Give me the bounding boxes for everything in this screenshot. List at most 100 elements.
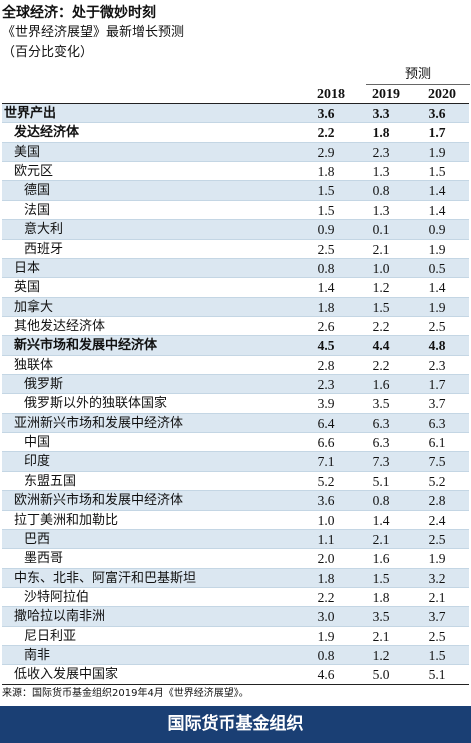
table-row: 墨西哥 2.0 1.6 1.9 — [2, 549, 469, 569]
cell-2020: 2.8 — [428, 493, 446, 509]
cell-2018: 7.1 — [317, 454, 335, 470]
cell-2018: 4.6 — [317, 667, 335, 683]
cell-2019: 2.2 — [372, 318, 390, 334]
cell-2018: 0.9 — [317, 222, 335, 238]
cell-2018: 1.8 — [317, 164, 335, 180]
cell-2018: 6.4 — [317, 415, 335, 431]
cell-2019: 1.5 — [372, 299, 390, 315]
table-row: 印度 7.1 7.3 7.5 — [2, 452, 469, 472]
row-label: 其他发达经济体 — [14, 318, 106, 334]
row-label: 独联体 — [14, 357, 54, 373]
cell-2020: 2.5 — [428, 318, 446, 334]
cell-2020: 1.4 — [428, 183, 446, 199]
table-row: 亚洲新兴市场和发展中经济体 6.4 6.3 6.3 — [2, 413, 469, 434]
row-label: 墨西哥 — [24, 551, 64, 567]
cell-2019: 2.3 — [372, 144, 390, 160]
row-label: 加拿大 — [14, 299, 54, 315]
forecast-divider — [366, 84, 470, 85]
cell-2018: 0.8 — [317, 648, 335, 664]
cell-2019: 3.3 — [372, 106, 390, 121]
cell-2018: 1.1 — [317, 531, 335, 547]
row-label: 西班牙 — [24, 241, 64, 257]
cell-2020: 1.4 — [428, 202, 446, 218]
row-label: 日本 — [14, 260, 41, 276]
table-header: 全球经济：处于微妙时刻 《世界经济展望》最新增长预测 （百分比变化） — [2, 3, 468, 63]
cell-2020: 1.7 — [428, 377, 446, 393]
cell-2018: 2.0 — [317, 551, 335, 567]
source-note: 来源：国际货币基金组织2019年4月《世界经济展望》。 — [2, 688, 249, 699]
cell-2020: 1.9 — [428, 144, 446, 160]
row-label: 俄罗斯以外的独联体国家 — [24, 396, 168, 412]
cell-2020: 2.3 — [428, 357, 446, 373]
table-bottom-rule — [2, 684, 469, 685]
row-label: 德国 — [24, 183, 51, 199]
cell-2018: 2.2 — [317, 125, 335, 141]
cell-2019: 1.8 — [372, 125, 390, 141]
row-label: 世界产出 — [4, 106, 57, 121]
cell-2019: 0.1 — [372, 222, 390, 238]
table-row: 巴西 1.1 2.1 2.5 — [2, 529, 469, 550]
cell-2019: 1.4 — [372, 512, 390, 528]
cell-2020: 4.8 — [428, 338, 446, 354]
cell-2020: 3.2 — [428, 570, 446, 586]
row-label: 拉丁美洲和加勒比 — [14, 512, 119, 528]
cell-2020: 2.5 — [428, 531, 446, 547]
cell-2018: 2.3 — [317, 377, 335, 393]
cell-2019: 1.2 — [372, 280, 390, 296]
unit-label: （百分比变化） — [2, 45, 94, 60]
table-row: 西班牙 2.5 2.1 1.9 — [2, 240, 469, 259]
cell-2019: 3.5 — [372, 609, 390, 625]
cell-2019: 2.1 — [372, 241, 390, 257]
table-top-rule — [2, 103, 469, 104]
table-row: 日本 0.8 1.0 0.5 — [2, 258, 469, 279]
table-row: 欧洲新兴市场和发展中经济体 3.6 0.8 2.8 — [2, 491, 469, 511]
cell-2019: 1.6 — [372, 551, 390, 567]
cell-2018: 3.6 — [317, 106, 335, 121]
column-headers: 预测 2018 2019 2020 — [0, 65, 471, 105]
row-label: 欧洲新兴市场和发展中经济体 — [14, 493, 184, 509]
row-label: 南非 — [24, 648, 51, 664]
cell-2019: 6.3 — [372, 415, 390, 431]
cell-2019: 2.1 — [372, 628, 390, 644]
row-label: 撒哈拉以南非洲 — [14, 609, 106, 625]
cell-2019: 2.1 — [372, 531, 390, 547]
cell-2018: 1.8 — [317, 570, 335, 586]
cell-2019: 6.3 — [372, 435, 390, 451]
org-name: 国际货币基金组织 — [167, 714, 304, 734]
cell-2018: 1.0 — [317, 512, 335, 528]
table-row: 拉丁美洲和加勒比 1.0 1.4 2.4 — [2, 511, 469, 530]
table-row: 俄罗斯 2.3 1.6 1.7 — [2, 375, 469, 395]
row-label: 英国 — [14, 280, 41, 296]
cell-2018: 3.6 — [317, 493, 335, 509]
cell-2018: 6.6 — [317, 435, 335, 451]
table-row: 德国 1.5 0.8 1.4 — [2, 181, 469, 201]
table-row: 沙特阿拉伯 2.2 1.8 2.1 — [2, 588, 469, 608]
page-title: 全球经济：处于微妙时刻 — [2, 5, 156, 21]
table-row: 低收入发展中国家 4.6 5.0 5.1 — [2, 665, 469, 685]
cell-2019: 2.2 — [372, 357, 390, 373]
cell-2020: 1.5 — [428, 648, 446, 664]
cell-2018: 0.8 — [317, 260, 335, 276]
cell-2020: 6.3 — [428, 415, 446, 431]
table-row: 意大利 0.9 0.1 0.9 — [2, 220, 469, 240]
cell-2020: 2.5 — [428, 628, 446, 644]
row-label: 印度 — [24, 454, 51, 470]
cell-2019: 1.6 — [372, 377, 390, 393]
row-label: 尼日利亚 — [24, 628, 77, 644]
cell-2019: 1.3 — [372, 164, 390, 180]
cell-2020: 1.9 — [428, 241, 446, 257]
table-row: 其他发达经济体 2.6 2.2 2.5 — [2, 317, 469, 337]
table-row: 法国 1.5 1.3 1.4 — [2, 201, 469, 221]
row-label: 新兴市场和发展中经济体 — [14, 338, 158, 354]
table-row: 加拿大 1.8 1.5 1.9 — [2, 297, 469, 317]
table-row: 新兴市场和发展中经济体 4.5 4.4 4.8 — [2, 336, 469, 356]
cell-2019: 0.8 — [372, 183, 390, 199]
cell-2020: 6.1 — [428, 435, 446, 451]
cell-2018: 2.2 — [317, 589, 335, 605]
cell-2020: 1.5 — [428, 164, 446, 180]
cell-2020: 3.7 — [428, 396, 446, 412]
cell-2018: 1.4 — [317, 280, 335, 296]
table-row: 中东、北非、阿富汗和巴基斯坦 1.8 1.5 3.2 — [2, 568, 469, 588]
cell-2020: 1.9 — [428, 551, 446, 567]
row-label: 意大利 — [24, 222, 64, 238]
